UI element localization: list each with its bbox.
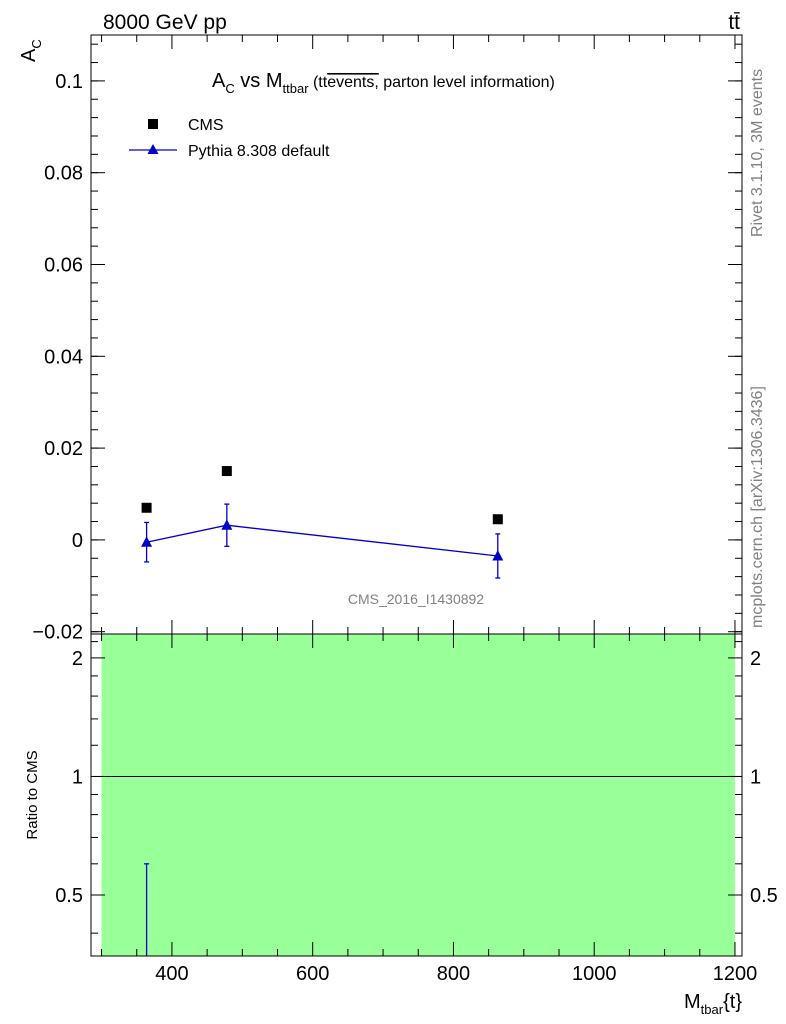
legend-pythia-marker <box>147 144 159 154</box>
x-tick-label: 1200 <box>713 963 758 985</box>
title-paren: (tt <box>309 74 328 91</box>
cms-point <box>221 466 232 477</box>
rivet-label: Rivet 3.1.10, 3M events <box>749 69 766 237</box>
title-a-sub: C <box>225 81 234 96</box>
cms-point <box>141 502 152 513</box>
ratio-axis-ticks <box>91 634 742 956</box>
x-tick-label: 400 <box>155 963 188 985</box>
ratio-y-tick-label-right: 2 <box>750 648 761 670</box>
xlabel-m-sub: tbar <box>701 1002 724 1017</box>
ratio-frame <box>90 633 743 957</box>
xlabel-m: M <box>684 991 701 1013</box>
main-y-tick-labels: −0.02 0 0.02 0.04 0.06 0.08 0.1 <box>32 71 83 644</box>
ratio-y-tick-label-right: 1 <box>750 766 761 788</box>
x-tick-label: 800 <box>437 963 470 985</box>
ratio-y-tick-label-right: 0.5 <box>750 885 778 907</box>
main-y-tick-label: 0.06 <box>44 255 83 277</box>
ratio-band <box>101 634 735 956</box>
title-vs-sub: ttbar <box>283 81 310 96</box>
ylabel-a-sub: C <box>29 39 44 48</box>
cms-point <box>492 514 503 525</box>
main-y-tick-label: 0.02 <box>44 438 83 460</box>
mcplots-label: mcplots.cern.ch [arXiv:1306.3436] <box>749 386 766 628</box>
x-tick-labels: 400 600 800 1000 1200 <box>155 963 757 985</box>
ratio-panel: 0.5 1 2 0.5 1 2 400 600 800 1000 1200 Ratio to C… <box>24 633 778 1017</box>
pythia-line <box>146 524 498 557</box>
main-data-marks <box>141 466 504 579</box>
ratio-y-axis-label: Ratio to CMS <box>24 750 41 839</box>
title-vs: vs M <box>235 70 283 92</box>
legend-cms-label: CMS <box>188 117 224 134</box>
ratio-y-tick-labels-right: 0.5 1 2 <box>750 648 778 907</box>
legend-pythia-label: Pythia 8.308 default <box>188 143 330 160</box>
legend: CMS Pythia 8.308 default <box>129 117 330 160</box>
process-label: tt̄ <box>728 11 740 34</box>
ylabel-a: A <box>18 48 40 62</box>
main-y-tick-label: 0.04 <box>44 346 83 368</box>
main-y-tick-label: 0 <box>72 530 83 552</box>
main-y-axis-label: AC <box>18 39 44 62</box>
title-rest: parton level information) <box>379 74 555 91</box>
ratio-y-tick-label: 0.5 <box>55 885 83 907</box>
main-y-tick-label: 0.08 <box>44 163 83 185</box>
xlabel-rest: {t} <box>723 991 742 1013</box>
ratio-y-tick-label: 2 <box>72 648 83 670</box>
main-y-tick-label: −0.02 <box>32 622 83 644</box>
legend-cms-marker <box>148 119 158 129</box>
main-title: AC vs Mttbar (ttevents, parton level inf… <box>212 70 555 96</box>
pythia-point <box>141 536 153 547</box>
x-axis-label: Mtbar{t} <box>684 991 742 1017</box>
title-a: A <box>212 70 226 92</box>
title-overline: events, <box>327 74 379 91</box>
pythia-point <box>492 549 504 561</box>
ratio-y-tick-label: 1 <box>72 766 83 788</box>
ratio-data-marks <box>144 863 150 956</box>
x-tick-label: 1000 <box>572 963 617 985</box>
x-tick-label: 600 <box>296 963 329 985</box>
watermark: CMS_2016_I1430892 <box>348 591 484 607</box>
pythia-point <box>221 519 233 530</box>
main-axis-ticks <box>91 35 742 634</box>
ratio-y-tick-labels: 0.5 1 2 <box>55 648 83 907</box>
energy-label: 8000 GeV pp <box>103 11 227 34</box>
main-y-tick-label: 0.1 <box>55 71 83 93</box>
